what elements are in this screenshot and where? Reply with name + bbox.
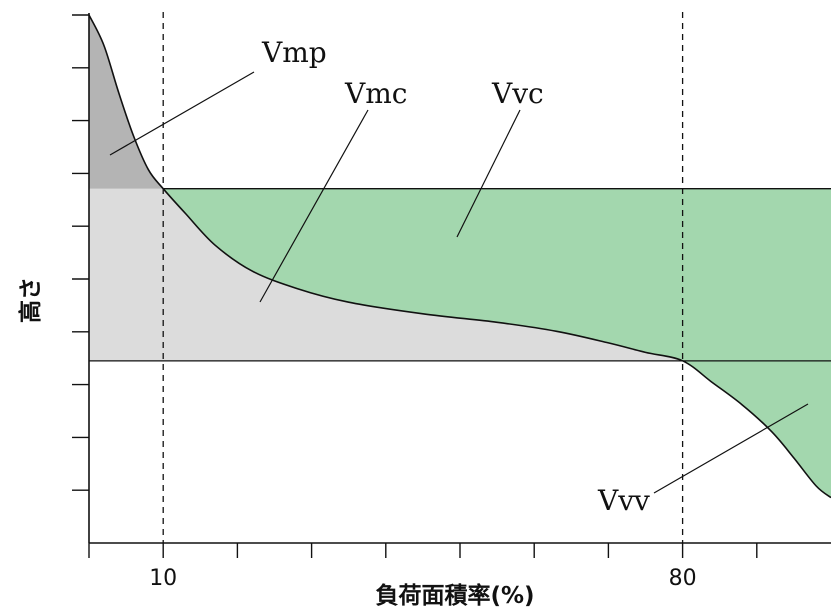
lines-layer <box>88 12 831 543</box>
leader-vmp <box>109 71 255 156</box>
region-vmp <box>89 15 831 189</box>
region-label-vvv: Vvv <box>597 484 650 517</box>
axes-layer <box>72 13 831 558</box>
region-label-vmc: Vmc <box>344 77 407 110</box>
labels-layer: Vmp Vmc Vvc Vvv 負荷面積率(%) 高さ 10 80 <box>17 36 697 607</box>
x-axis-title: 負荷面積率(%) <box>375 582 534 607</box>
leader-vvc <box>456 109 521 238</box>
y-axis-title: 高さ <box>17 277 44 323</box>
region-label-vvc: Vvc <box>491 77 544 110</box>
material-ratio-curve <box>88 14 831 499</box>
region-label-vmp: Vmp <box>261 36 327 69</box>
x-tick-label-10: 10 <box>149 566 177 591</box>
leader-vmc <box>259 109 369 303</box>
regions-layer <box>89 15 831 498</box>
leader-vvv <box>653 403 809 494</box>
x-tick-label-80: 80 <box>669 566 697 591</box>
